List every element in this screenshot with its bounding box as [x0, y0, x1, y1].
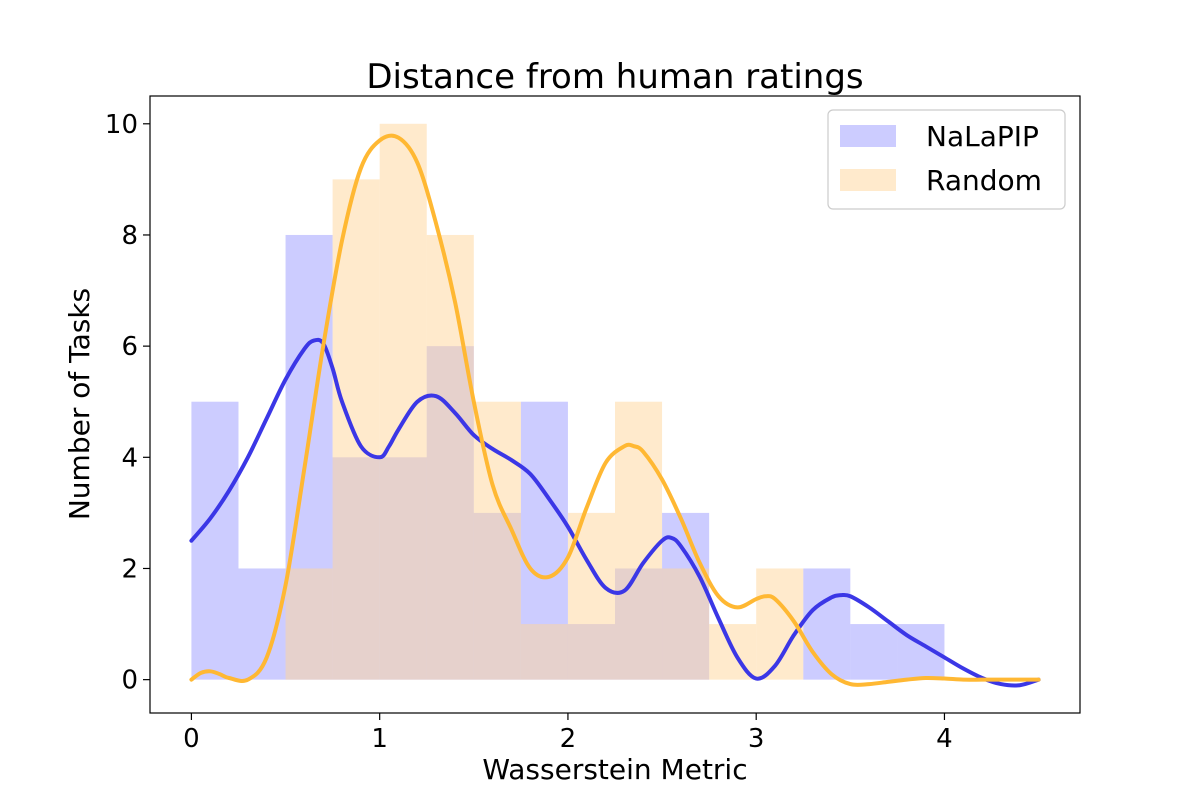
legend-label-random: Random	[926, 164, 1042, 197]
x-tick-label-2: 2	[560, 724, 577, 754]
bar-nalapip-14	[850, 624, 898, 680]
x-axis-title: Wasserstein Metric	[482, 753, 747, 786]
legend-swatch-random	[840, 169, 896, 191]
x-tick-label-0: 0	[183, 724, 200, 754]
bar-random-3	[332, 179, 380, 680]
y-tick-label-2: 2	[121, 554, 138, 584]
y-tick-label-0: 0	[121, 666, 138, 696]
bar-nalapip-0	[191, 401, 239, 680]
ticks-layer: 0 1 2 3 4 0 2 4 6 8 10	[105, 110, 953, 754]
bar-random-10	[662, 568, 710, 680]
chart-title: Distance from human ratings	[366, 57, 863, 97]
y-tick-label-10: 10	[105, 110, 138, 140]
x-tick-label-3: 3	[748, 724, 765, 754]
legend-swatch-nalapip	[840, 125, 896, 147]
y-tick-label-8: 8	[121, 221, 138, 251]
kde-layer	[189, 133, 1041, 688]
legend: NaLaPIP Random	[827, 109, 1066, 210]
kde-line-random	[189, 133, 1041, 687]
bar-random-7	[520, 624, 568, 680]
bar-random-9	[615, 401, 663, 680]
legend-label-nalapip: NaLaPIP	[926, 120, 1039, 153]
bar-random-5	[426, 234, 474, 680]
x-tick-label-1: 1	[371, 724, 388, 754]
bar-nalapip-13	[803, 568, 851, 680]
y-tick-label-4: 4	[121, 443, 138, 473]
y-axis-title: Number of Tasks	[63, 288, 96, 520]
y-tick-label-6: 6	[121, 332, 138, 362]
x-tick-label-4: 4	[936, 724, 953, 754]
kde-line-nalapip	[189, 337, 1041, 688]
bar-random-2	[285, 568, 333, 680]
plot-frame	[149, 95, 1081, 714]
